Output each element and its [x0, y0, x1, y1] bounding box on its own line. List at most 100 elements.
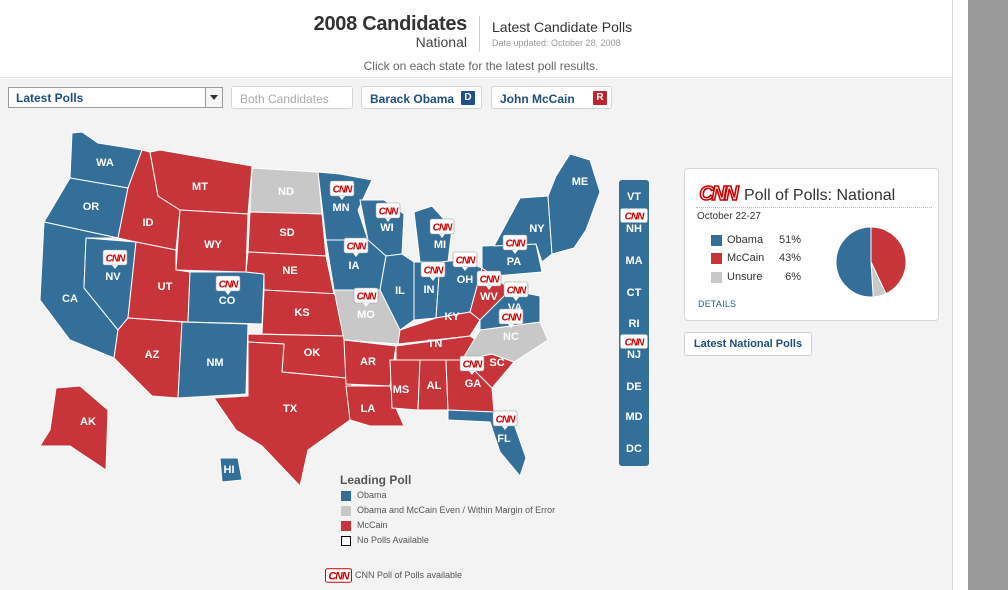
small-state-MD[interactable]: MD [625, 411, 643, 423]
state-label-TN: TN [428, 338, 443, 350]
cnn-marker-text: CNN [456, 256, 476, 267]
poll-row-value: 6% [785, 271, 801, 283]
cnn-marker-MO[interactable]: CNN [353, 287, 379, 307]
date-updated: Date updated: October 28, 2008 [492, 38, 621, 48]
cnn-marker-NH[interactable]: CNN [620, 208, 648, 223]
cnn-marker-FL[interactable]: CNN [492, 410, 518, 430]
cnn-marker-pointer [112, 265, 118, 269]
state-shape-NM[interactable] [177, 321, 249, 399]
cnn-markers: CNN CNN CNN CNN CNN CNN CNN CNN CNN CNN … [102, 180, 529, 430]
cnn-marker-pointer [439, 234, 445, 238]
john-mccain-button[interactable]: John McCain R [491, 86, 612, 109]
small-state-MA[interactable]: MA [625, 255, 643, 267]
cnn-marker-VA[interactable]: CNN [503, 281, 529, 301]
state-shape-NE-states[interactable] [547, 153, 601, 255]
cnn-marker-text: CNN [496, 415, 516, 426]
state-label-WY: WY [204, 239, 222, 251]
barack-obama-button[interactable]: Barack Obama D [361, 86, 482, 109]
cnn-marker-MI[interactable]: CNN [429, 218, 455, 238]
header-divider [479, 16, 480, 52]
cnn-marker-pointer [385, 218, 391, 222]
cnn-marker-pointer [469, 371, 475, 375]
cnn-marker-text: CNN [463, 360, 483, 371]
state-shape-AK[interactable] [39, 385, 109, 471]
cnn-marker-NV[interactable]: CNN [102, 249, 128, 269]
cnn-marker-IA[interactable]: CNN [343, 237, 369, 257]
legend-swatch [341, 491, 351, 501]
state-label-HI: HI [224, 464, 235, 476]
state-shape-HI[interactable] [219, 457, 243, 483]
page-subtitle: National [415, 34, 467, 50]
state-label-CA: CA [62, 293, 78, 305]
poll-of-polls-card: CNN Poll of Polls: National October 22-2… [684, 168, 939, 321]
pie-slice-obama [835, 226, 874, 298]
cnn-marker-pointer [512, 250, 518, 254]
both-candidates-button[interactable]: Both Candidates [231, 86, 353, 109]
state-shape-CO[interactable] [187, 271, 265, 325]
cnn-marker-pointer [462, 267, 468, 271]
cnn-marker-text: CNN [433, 223, 453, 234]
state-label-MS: MS [393, 384, 410, 396]
cnn-marker-text: CNN [502, 313, 522, 324]
dropdown-arrow-icon[interactable] [205, 88, 222, 107]
cnn-marker-pointer [513, 297, 519, 301]
state-label-NY: NY [529, 223, 545, 235]
small-state-CT[interactable]: CT [626, 287, 642, 299]
small-state-RI[interactable]: RI [628, 318, 640, 330]
cnn-marker-WV[interactable]: CNN [476, 270, 502, 290]
cnn-marker-PA[interactable]: CNN [502, 234, 528, 254]
right-gutter [952, 0, 968, 590]
state-label-MT: MT [192, 181, 208, 193]
cnn-marker-IN[interactable]: CNN [420, 261, 446, 281]
state-label-KS: KS [294, 307, 309, 319]
poll-row-value: 51% [778, 234, 801, 246]
cnn-poll-note-text: CNN Poll of Polls available [355, 570, 463, 580]
state-shape-LA[interactable] [345, 385, 405, 427]
small-state-NJ[interactable]: NJ [626, 349, 642, 361]
small-state-DC[interactable]: DC [626, 443, 642, 455]
instruction-text: Click on each state for the latest poll … [363, 59, 599, 73]
state-label-AZ: AZ [145, 349, 160, 361]
state-label-ND: ND [278, 186, 294, 198]
polls-title: Latest Candidate Polls [492, 19, 633, 35]
obama-swatch [711, 235, 722, 246]
header: 2008 Candidates National Latest Candidat… [0, 0, 952, 78]
cnn-marker-pointer [339, 196, 345, 200]
state-label-NM: NM [206, 357, 223, 369]
cnn-icon-text: CNN [328, 570, 349, 582]
cnn-marker-text: CNN [333, 185, 353, 196]
latest-national-polls-button[interactable]: Latest National Polls [684, 332, 812, 356]
state-label-OH: OH [457, 274, 474, 286]
cnn-marker-GA[interactable]: CNN [459, 355, 485, 375]
details-link[interactable]: DETAILS [698, 299, 737, 309]
legend-swatch [341, 536, 351, 546]
dotted-divider [696, 207, 932, 208]
small-state-VT[interactable]: VT [626, 191, 642, 203]
cnn-marker-pointer [486, 286, 492, 290]
state-label-ID: ID [143, 217, 154, 229]
poll-type-select[interactable]: Latest Polls [8, 87, 223, 108]
cnn-marker-NJ[interactable]: CNN [620, 334, 648, 349]
cnn-marker-text: CNN [625, 212, 645, 223]
cnn-marker-text: CNN [357, 292, 377, 303]
mccain-swatch [711, 253, 722, 264]
cnn-marker-MN[interactable]: CNN [329, 180, 355, 200]
cnn-marker-CO[interactable]: CNN [215, 275, 241, 295]
state-label-NE: NE [282, 265, 297, 277]
cnn-marker-pointer [353, 253, 359, 257]
cnn-marker-OH[interactable]: CNN [452, 251, 478, 271]
state-label-AL: AL [427, 380, 442, 392]
small-state-NH[interactable]: NH [626, 223, 642, 235]
state-label-UT: UT [158, 281, 173, 293]
state-shape-TX[interactable] [213, 341, 353, 488]
small-state-DE[interactable]: DE [626, 381, 642, 393]
poll-date-range: October 22-27 [697, 211, 761, 222]
cnn-marker-NC[interactable]: CNN [498, 308, 524, 328]
cnn-marker-text: CNN [506, 239, 526, 250]
cnn-marker-WI[interactable]: CNN [375, 202, 401, 222]
state-label-SD: SD [279, 227, 294, 239]
cnn-marker-box [620, 334, 648, 349]
state-label-SC: SC [489, 357, 504, 369]
state-label-WV: WV [480, 291, 498, 303]
legend-swatch [341, 521, 351, 531]
